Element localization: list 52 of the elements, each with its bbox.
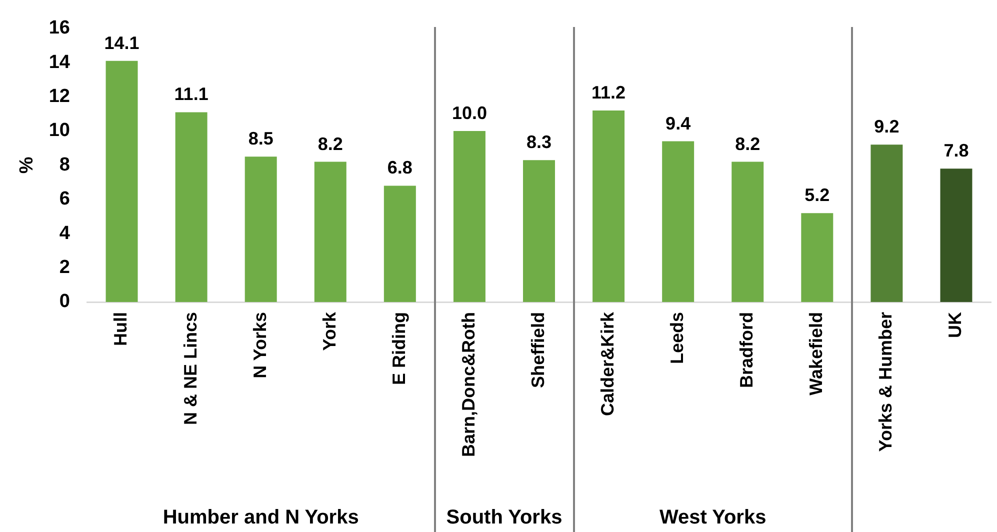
y-tick-label: 6 bbox=[59, 188, 70, 210]
data-label: 8.2 bbox=[735, 134, 760, 154]
y-tick-label: 16 bbox=[48, 18, 70, 39]
data-label: 11.2 bbox=[592, 82, 626, 102]
text: Humber and N Yorks bbox=[162, 506, 359, 529]
x-tick-label: Barn,Donc&Roth bbox=[458, 312, 478, 457]
text: South Yorks bbox=[446, 506, 562, 529]
x-tick-label: Hull bbox=[110, 312, 131, 346]
data-label: 14.1 bbox=[104, 32, 140, 53]
text: West Yorks bbox=[659, 506, 766, 529]
data-label: 11.1 bbox=[174, 84, 208, 104]
y-tick-label: 14 bbox=[48, 52, 70, 73]
x-tick-label: Sheffield bbox=[528, 312, 548, 388]
y-tick-label: 8 bbox=[59, 154, 70, 176]
y-tick-label: 2 bbox=[59, 257, 70, 278]
bar bbox=[106, 60, 138, 302]
x-tick-label: York bbox=[319, 311, 340, 351]
x-tick-label: Leeds bbox=[667, 312, 688, 364]
bar bbox=[453, 131, 486, 302]
bar bbox=[175, 112, 208, 302]
bar bbox=[662, 141, 694, 302]
bar bbox=[870, 144, 903, 302]
x-tick-label: N Yorks bbox=[250, 312, 270, 378]
y-tick-label: 4 bbox=[59, 222, 70, 244]
data-label: 7.8 bbox=[944, 140, 969, 161]
bar bbox=[732, 162, 764, 302]
data-label: 9.2 bbox=[874, 116, 900, 137]
y-tick-label: 12 bbox=[48, 86, 70, 108]
bar bbox=[592, 110, 625, 302]
x-tick-label: Yorks & Humber bbox=[876, 312, 896, 452]
bar bbox=[244, 156, 277, 302]
x-tick-label: Wakefield bbox=[806, 312, 826, 396]
data-label: 6.8 bbox=[387, 158, 412, 178]
data-label: 9.4 bbox=[666, 113, 691, 134]
y-axis-title: % bbox=[16, 156, 38, 174]
x-tick-label: E Riding bbox=[388, 312, 409, 385]
bar bbox=[523, 160, 555, 302]
x-tick-label: Calder&Kirk bbox=[598, 311, 618, 416]
y-tick-label: 0 bbox=[59, 291, 70, 312]
data-label: 8.5 bbox=[248, 128, 274, 149]
data-label: 8.3 bbox=[526, 132, 552, 152]
data-label: 10.0 bbox=[452, 103, 487, 123]
bar bbox=[801, 213, 834, 302]
bar bbox=[940, 168, 972, 302]
bar bbox=[384, 186, 416, 302]
x-tick-label: Bradford bbox=[736, 312, 757, 388]
x-tick-label: N & NE Lincs bbox=[180, 312, 200, 426]
bar bbox=[314, 162, 346, 302]
y-tick-label: 10 bbox=[48, 120, 70, 142]
data-label: 8.2 bbox=[318, 134, 343, 154]
x-tick-label: UK bbox=[945, 312, 966, 338]
data-label: 5.2 bbox=[804, 185, 830, 206]
